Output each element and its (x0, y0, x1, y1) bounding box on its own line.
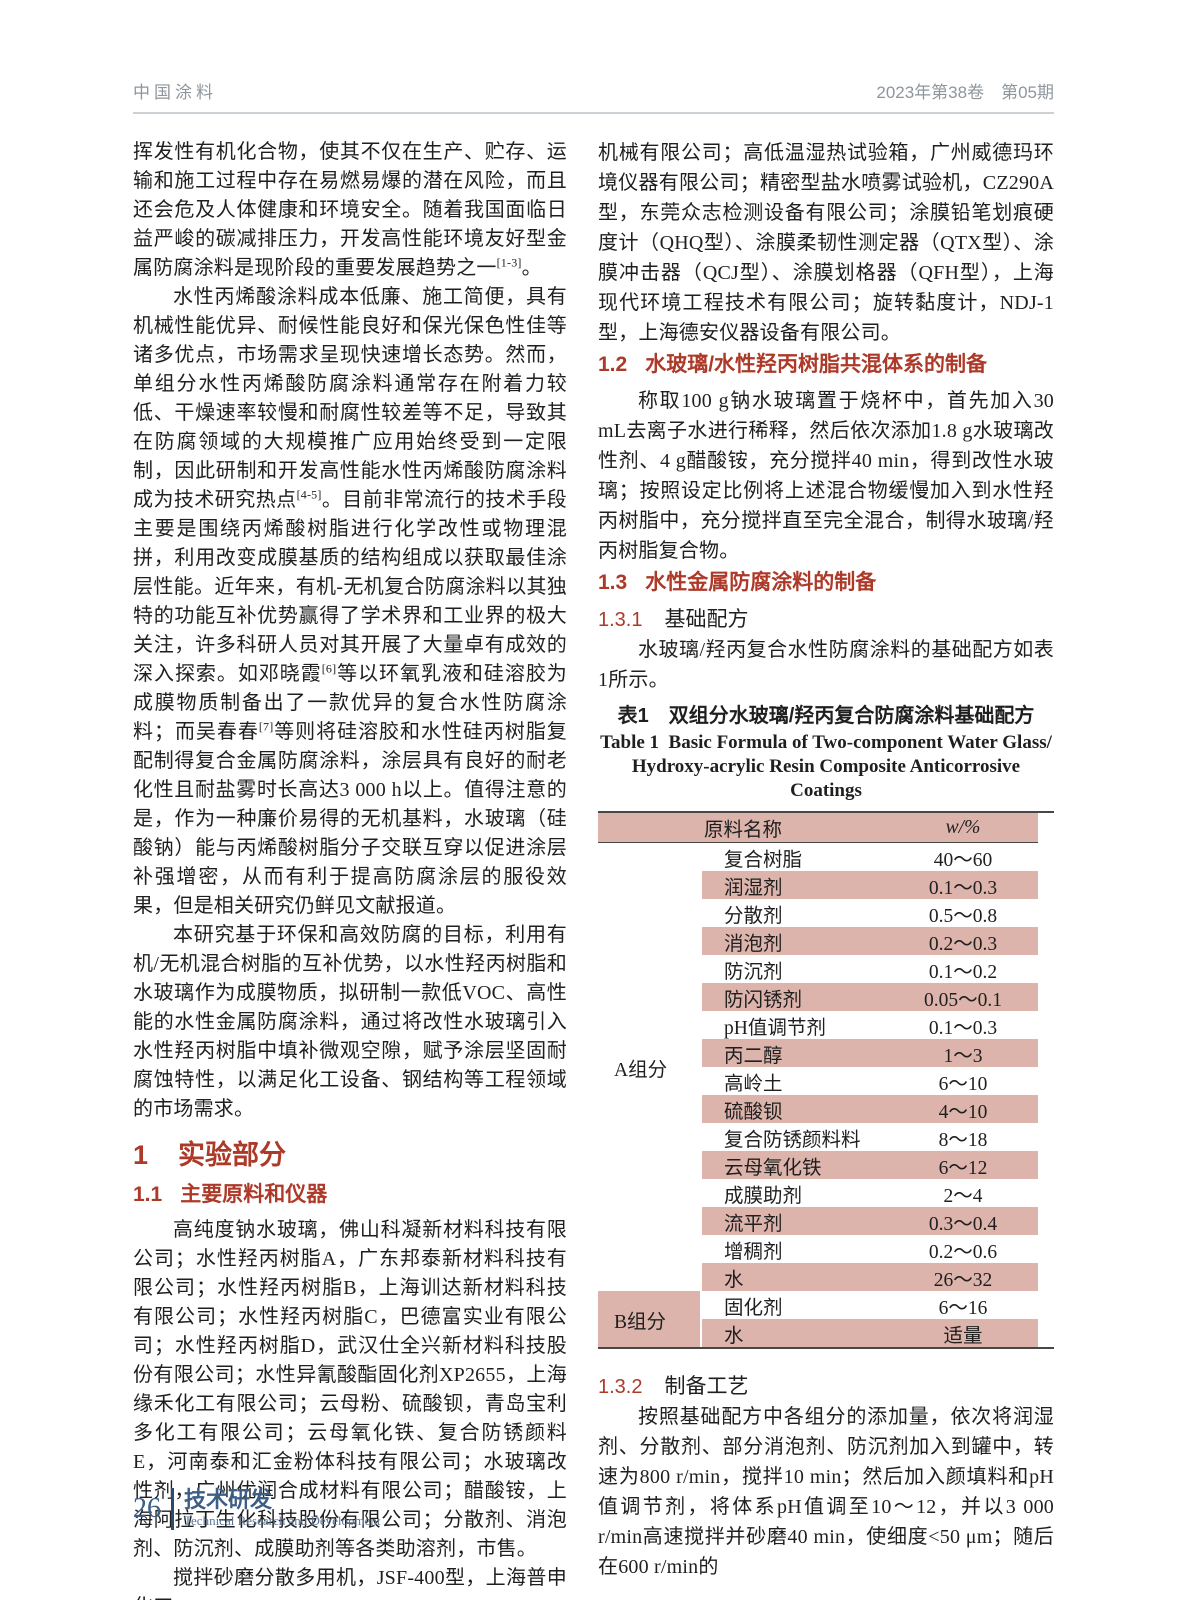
paragraph-instruments-start: 搅拌砂磨分散多用机，JSF-400型，上海普申化工 (133, 1567, 567, 1600)
table-caption-zh: 表1 双组分水玻璃/羟丙复合防腐涂料基础配方 (617, 705, 1035, 727)
table-cell-weight: 8～18 (938, 1129, 988, 1151)
table-cell-weight: 适量 (888, 1319, 1038, 1347)
issue-info: 2023年第38卷 第05期 (876, 83, 1054, 102)
table-cell-material: 消泡剂 (702, 927, 888, 955)
table-cell-weight: 26～32 (888, 1263, 1038, 1291)
section-title: 水性金属防腐涂料的制备 (645, 571, 877, 594)
section-title: 制备工艺 (664, 1374, 749, 1398)
section-title: 主要原料和仪器 (180, 1183, 328, 1206)
table-caption-en-line2: Hydroxy-acrylic Resin Composite Anticorr… (631, 756, 1021, 801)
table-cell-weight: 2～4 (943, 1185, 983, 1207)
table-group-label: A组分 (614, 1059, 668, 1081)
table-cell-material: 流平剂 (702, 1207, 888, 1235)
section-heading-1-3: 1.3 水性金属防腐涂料的制备 (598, 568, 1054, 598)
footer-column-en: Technical Research and Development (184, 1513, 381, 1528)
table-cell-material: 云母氧化铁 (702, 1151, 888, 1179)
table-cell-weight: 0.1～0.2 (928, 961, 998, 983)
table-cell-weight: 0.2～0.6 (928, 1241, 998, 1263)
paragraph-1-3-2: 按照基础配方中各组分的添加量，依次将润湿剂、分散剂、部分消泡剂、防沉剂加入到罐中… (598, 1406, 1054, 1578)
section-title: 实验部分 (178, 1140, 287, 1170)
table-cell-weight: 0.1～0.3 (928, 1017, 998, 1039)
table-cell-weight: 1～3 (888, 1039, 1038, 1067)
section-number: 1.1 (133, 1183, 163, 1206)
paragraph-instruments-cont: 机械有限公司；高低温湿热试验箱，广州威德玛环境仪器有限公司；精密型盐水喷雾试验机… (598, 142, 1054, 344)
page-number: 26 (133, 1493, 161, 1524)
table-cell-weight: 40～60 (933, 849, 993, 871)
table-cell-material: 复合防锈颜料料 (724, 1129, 861, 1151)
section-heading-1-2: 1.2 水玻璃/水性羟丙树脂共混体系的制备 (598, 350, 1054, 380)
table-cell-material: 水 (702, 1319, 888, 1347)
table-cell-material: 复合树脂 (724, 849, 803, 871)
table-cell-weight: 6～10 (938, 1073, 988, 1095)
table-cell-material: 水 (702, 1263, 888, 1291)
section-number: 1.3 (598, 571, 628, 594)
table-cell-material: 固化剂 (724, 1297, 783, 1319)
table-cell-material: 润湿剂 (702, 871, 888, 899)
table-cell-material: 分散剂 (724, 905, 783, 927)
table-header-material: 原料名称 (598, 813, 888, 843)
table-cell-material: 防闪锈剂 (702, 983, 888, 1011)
section-heading-1-3-1: 1.3.1 基础配方 (598, 604, 1054, 635)
table-cell-weight: 0.05～0.1 (888, 983, 1038, 1011)
content-columns: 挥发性有机化合物，使其不仅在生产、贮存、运输和施工过程中存在易燃易爆的潜在风险，… (133, 138, 1054, 1600)
table-cell-weight: 4～10 (888, 1095, 1038, 1123)
paragraph-1-3-1: 水玻璃/羟丙复合水性防腐涂料的基础配方如表1所示。 (598, 639, 1054, 691)
section-heading-1: 1 实验部分 (133, 1138, 567, 1172)
table-cell-weight: 0.2～0.3 (888, 927, 1038, 955)
table-cell-material: 硫酸钡 (702, 1095, 888, 1123)
paragraph-intro-1: 挥发性有机化合物，使其不仅在生产、贮存、运输和施工过程中存在易燃易爆的潜在风险，… (133, 141, 567, 279)
paragraph-intro-2: 水性丙烯酸涂料成本低廉、施工简便，具有机械性能优异、耐候性能良好和保光保色性佳等… (133, 286, 567, 917)
running-head: 中国涂料 2023年第38卷 第05期 (133, 78, 1054, 114)
section-number: 1.3.1 (598, 609, 643, 631)
table-cell-material: 增稠剂 (724, 1241, 783, 1263)
table-cell-weight: 0.3～0.4 (888, 1207, 1038, 1235)
table-1: 表1 双组分水玻璃/羟丙复合防腐涂料基础配方 Table 1 Basic For… (598, 703, 1054, 1349)
table-cell-weight: 6～16 (938, 1297, 988, 1319)
page-footer: 26 技术研发 Technical Research and Developme… (133, 1488, 381, 1530)
paragraph-materials: 高纯度钠水玻璃，佛山科凝新材料科技有限公司；水性羟丙树脂A，广东邦泰新材料科技有… (133, 1219, 567, 1560)
section-heading-1-3-2: 1.3.2 制备工艺 (598, 1371, 1054, 1402)
table-cell-material: 丙二醇 (702, 1039, 888, 1067)
left-column: 挥发性有机化合物，使其不仅在生产、贮存、运输和施工过程中存在易燃易爆的潜在风险，… (133, 138, 567, 1600)
section-number: 1.3.2 (598, 1376, 643, 1398)
table-group-label: B组分 (598, 1291, 702, 1347)
journal-name: 中国涂料 (133, 83, 217, 102)
section-number: 1.2 (598, 353, 628, 376)
footer-column-name: 技术研发 Technical Research and Development (184, 1488, 381, 1530)
table-caption-en-line1: Table 1 Basic Formula of Two-component W… (600, 732, 1052, 753)
paragraph-1-2: 称取100 g钠水玻璃置于烧杯中，首先加入30 mL去离子水进行稀释，然后依次添… (598, 390, 1054, 562)
section-number: 1 (133, 1140, 149, 1170)
right-column: 机械有限公司；高低温湿热试验箱，广州威德玛环境仪器有限公司；精密型盐水喷雾试验机… (598, 138, 1054, 1600)
footer-divider-bar (171, 1488, 174, 1530)
footer-column-zh: 技术研发 (184, 1487, 273, 1512)
table-cell-weight: 0.5～0.8 (928, 905, 998, 927)
table-header-weight: w/% (888, 813, 1038, 843)
table-cell-weight: 6～12 (888, 1151, 1038, 1179)
table-cell-material: 高岭土 (724, 1073, 783, 1095)
section-heading-1-1: 1.1 主要原料和仪器 (133, 1180, 567, 1210)
table-cell-weight: 0.1～0.3 (888, 871, 1038, 899)
section-title: 基础配方 (664, 607, 749, 631)
formula-table-grid: 原料名称 w/% A组分 复合树脂 40～60 润湿剂 0.1～0.3 分散剂 0.5～0.8 消… (598, 811, 1054, 1349)
section-title: 水玻璃/水性羟丙树脂共混体系的制备 (645, 353, 988, 376)
paragraph-intro-3: 本研究基于环保和高效防腐的目标，利用有机/无机混合树脂的互补优势，以水性羟丙树脂… (133, 924, 567, 1120)
table-cell-material: pH值调节剂 (724, 1017, 826, 1039)
table-cell-material: 防沉剂 (724, 961, 783, 983)
table-cell-material: 成膜助剂 (724, 1185, 803, 1207)
